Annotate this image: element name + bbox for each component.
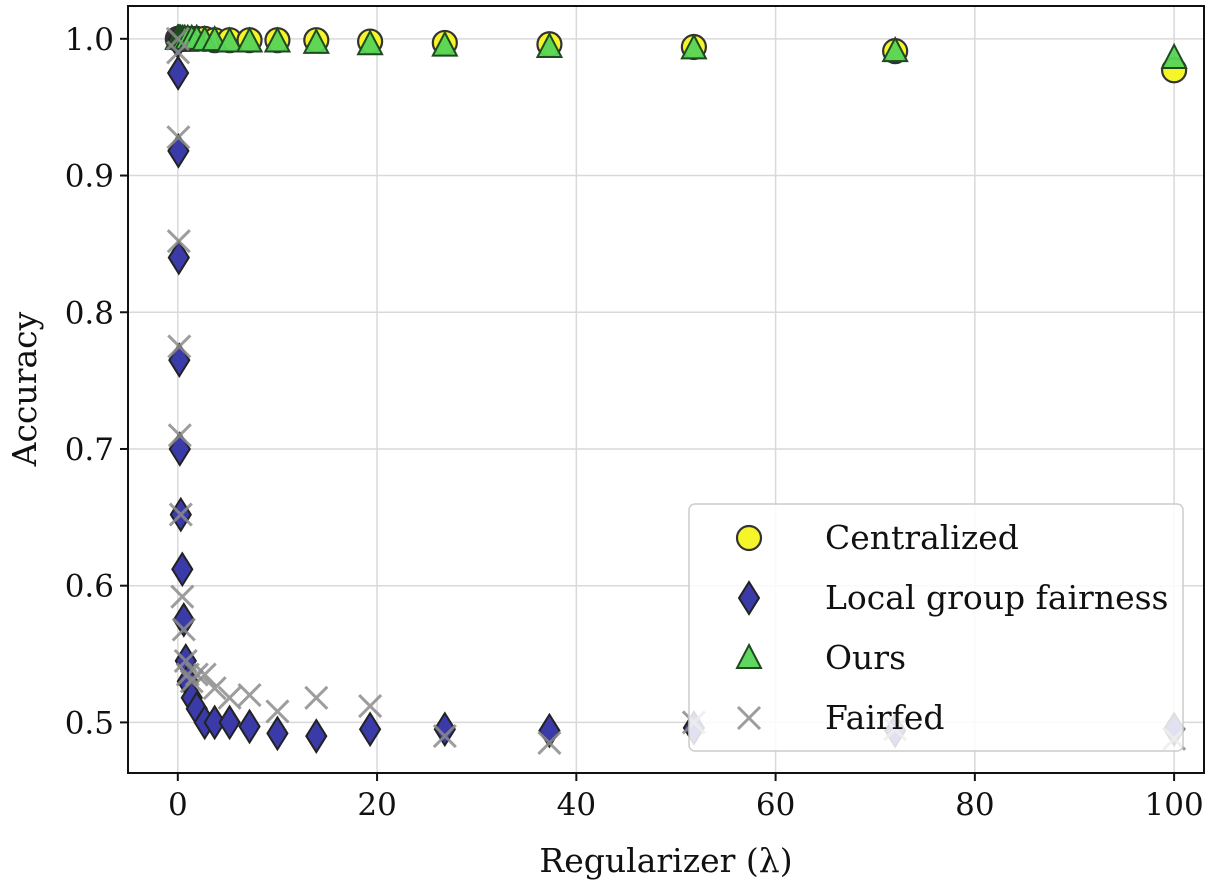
data-point — [217, 685, 242, 710]
data-point — [235, 26, 264, 53]
x-tick-label: 100 — [1145, 787, 1204, 823]
data-point — [218, 704, 241, 741]
legend-label: Centralized — [825, 518, 1019, 557]
data-point — [535, 31, 564, 59]
data-point — [537, 730, 562, 755]
legend-marker — [735, 642, 763, 669]
x-axis-label: Regularizer (λ) — [539, 841, 792, 880]
data-point — [358, 693, 383, 719]
data-point — [171, 551, 194, 588]
legend-item: Local group fairness — [737, 578, 1169, 617]
data-point — [184, 662, 209, 687]
data-point — [305, 718, 328, 754]
data-point — [167, 239, 190, 276]
data-point — [433, 711, 457, 748]
legend-items: Centralized Local group fairness Ours Fairf… — [735, 518, 1169, 737]
x-tick-label: 0 — [168, 787, 188, 823]
data-point — [166, 40, 191, 65]
legend-label: Ours — [825, 638, 906, 677]
data-point — [263, 26, 292, 53]
data-point — [431, 30, 459, 57]
data-point — [170, 584, 195, 609]
x-tick-label: 40 — [557, 787, 596, 823]
legend-marker — [736, 705, 762, 731]
data-point — [166, 229, 191, 254]
data-point — [680, 33, 708, 60]
data-point — [304, 685, 329, 710]
data-point — [356, 29, 384, 56]
data-point — [1160, 42, 1188, 69]
x-tick-label: 60 — [756, 787, 795, 823]
y-axis-label: Accuracy — [5, 311, 44, 467]
y-tick-label: 0.8 — [65, 295, 114, 331]
data-point — [215, 26, 244, 53]
data-point — [192, 662, 217, 687]
y-tick-label: 0.6 — [65, 569, 114, 605]
data-point — [237, 683, 262, 708]
legend-label: Local group fairness — [825, 578, 1169, 617]
data-point — [358, 711, 382, 748]
data-point — [167, 423, 192, 448]
data-point — [172, 601, 195, 638]
legend: Centralized Local group fairness Ours Fairf… — [688, 503, 1184, 752]
legend-box — [688, 503, 1184, 752]
legend-item: Ours — [735, 638, 906, 677]
ticks: 0 20 40 60 80 100 0.5 0.6 0.7 0.8 0.9 1.0 — [65, 22, 1204, 823]
data-point — [203, 704, 226, 741]
legend-marker — [735, 524, 763, 552]
data-point — [432, 724, 457, 749]
data-point — [266, 715, 289, 752]
y-tick-label: 1.0 — [65, 22, 114, 58]
grid — [128, 6, 1204, 773]
legend-item: Centralized — [735, 518, 1019, 557]
data-point — [238, 708, 261, 745]
y-tick-label: 0.9 — [65, 159, 114, 195]
data-point — [171, 617, 196, 642]
data-point — [202, 676, 227, 701]
x-tick-label: 80 — [955, 787, 994, 823]
legend-marker — [737, 580, 761, 616]
y-tick-label: 0.5 — [65, 705, 114, 741]
data-point — [265, 699, 290, 724]
data-point — [166, 125, 191, 150]
legend-label: Fairfed — [825, 698, 945, 737]
data-point — [881, 35, 909, 63]
data-point — [302, 27, 330, 54]
plot-frame — [127, 5, 1205, 774]
data-point — [166, 55, 190, 91]
x-tick-label: 20 — [357, 787, 396, 823]
y-tick-label: 0.7 — [65, 432, 114, 468]
data-point — [168, 502, 193, 527]
legend-item: Fairfed — [736, 698, 945, 737]
data-point — [175, 662, 200, 687]
data-point — [167, 334, 192, 359]
